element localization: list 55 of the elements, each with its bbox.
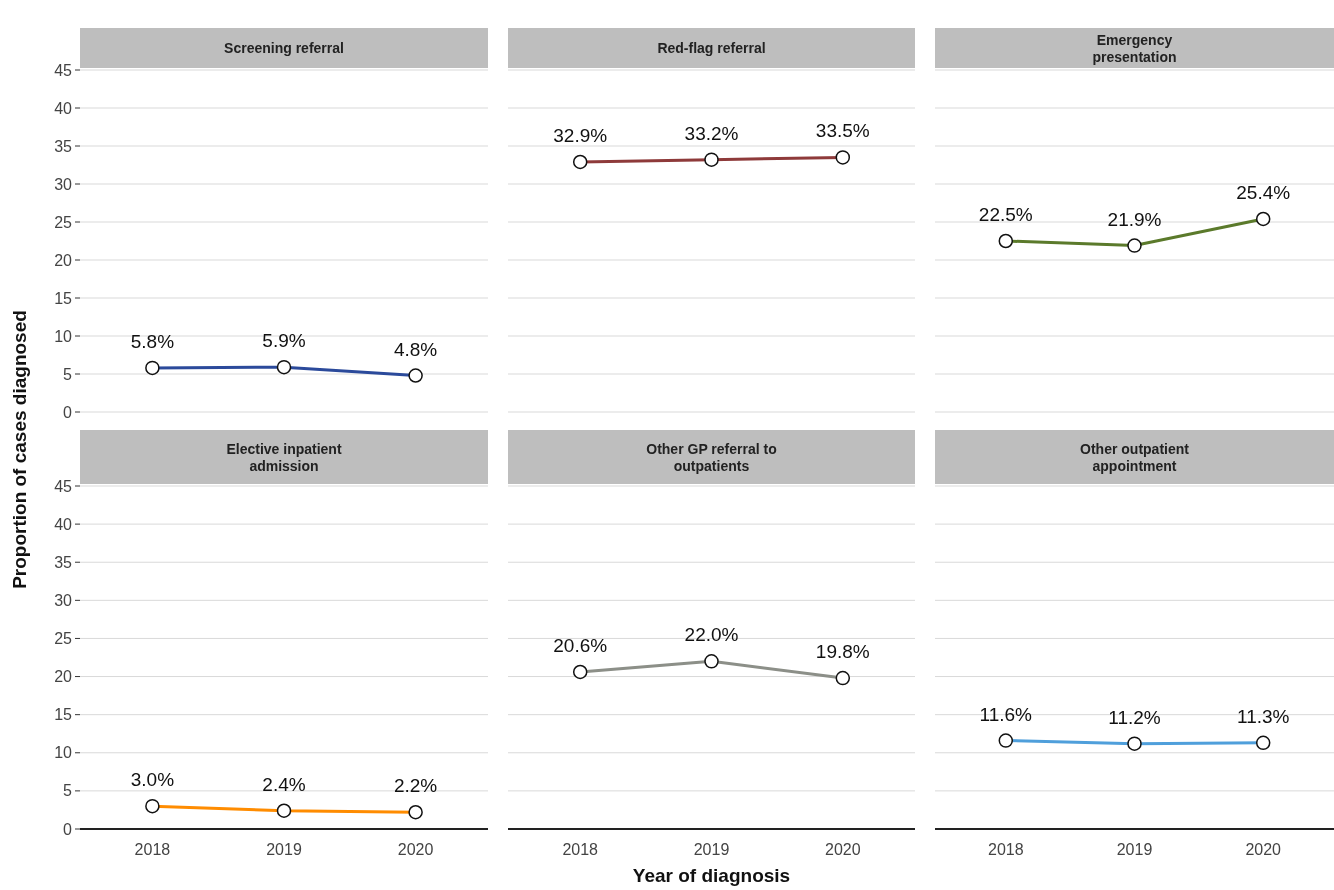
- chart-title: Other outpatient appointment: [1080, 441, 1190, 474]
- data-label: 21.9%: [1107, 208, 1162, 230]
- x-tick-label: 2018: [134, 841, 171, 858]
- data-label: 3.0%: [130, 769, 175, 791]
- y-tick-label: 15: [54, 289, 73, 307]
- y-tick-label: 10: [54, 744, 73, 762]
- x-axis-title: Year of diagnosis: [632, 865, 791, 886]
- data-label: 33.2%: [684, 122, 739, 144]
- y-axis-title: Proportion of cases diagnosed: [9, 310, 30, 589]
- y-tick-label: 45: [54, 477, 73, 495]
- y-tick-label: 15: [54, 706, 73, 724]
- chart-title: Emergency presentation: [1092, 32, 1177, 65]
- y-tick-label: 25: [54, 213, 73, 231]
- y-tick-label: 35: [54, 137, 73, 155]
- x-tick-label: 2019: [266, 841, 302, 858]
- y-tick-label: 5: [63, 365, 73, 383]
- y-tick-label: 0: [63, 403, 73, 421]
- y-tick-label: 35: [54, 553, 73, 571]
- data-label: 11.6%: [979, 703, 1033, 725]
- y-tick-label: 20: [54, 251, 73, 269]
- data-label: 22.5%: [978, 204, 1033, 225]
- x-tick-label: 2018: [987, 841, 1024, 858]
- y-tick-label: 30: [54, 175, 73, 193]
- chart-title: Other GP referral to outpatients: [646, 441, 777, 474]
- y-tick-label: 40: [54, 99, 73, 117]
- data-label: 33.5%: [815, 120, 870, 142]
- x-tick-label: 2020: [397, 841, 434, 858]
- x-tick-label: 2019: [1116, 841, 1153, 858]
- y-tick-label: 30: [54, 591, 73, 609]
- data-label: 2.4%: [262, 773, 306, 795]
- data-label: 5.8%: [130, 330, 175, 352]
- data-label: 4.8%: [393, 338, 438, 360]
- chart-title: Screening referral: [224, 40, 344, 56]
- data-label: 20.6%: [553, 634, 608, 656]
- chart-title: Red-flag referral: [657, 40, 766, 56]
- data-label: 25.4%: [1236, 181, 1291, 203]
- y-tick-label: 0: [63, 820, 73, 838]
- y-tick-label: 25: [54, 630, 73, 648]
- y-tick-label: 10: [54, 327, 73, 345]
- data-label: 22.0%: [684, 624, 739, 646]
- x-tick-label: 2018: [562, 841, 599, 858]
- data-label: 11.2%: [1108, 706, 1161, 728]
- chart-title: Elective inpatient admission: [226, 441, 342, 474]
- data-label: 11.3%: [1236, 705, 1290, 727]
- x-tick-label: 2019: [693, 841, 730, 858]
- data-label: 2.2%: [393, 775, 438, 797]
- data-label: 5.9%: [262, 330, 306, 352]
- y-tick-label: 40: [54, 515, 73, 533]
- x-tick-label: 2020: [824, 841, 861, 858]
- y-tick-label: 20: [54, 668, 73, 686]
- data-label: 32.9%: [553, 124, 608, 146]
- data-label: 19.8%: [815, 641, 870, 663]
- y-tick-label: 45: [54, 61, 73, 79]
- y-tick-label: 5: [63, 782, 73, 800]
- x-tick-label: 2020: [1245, 841, 1282, 858]
